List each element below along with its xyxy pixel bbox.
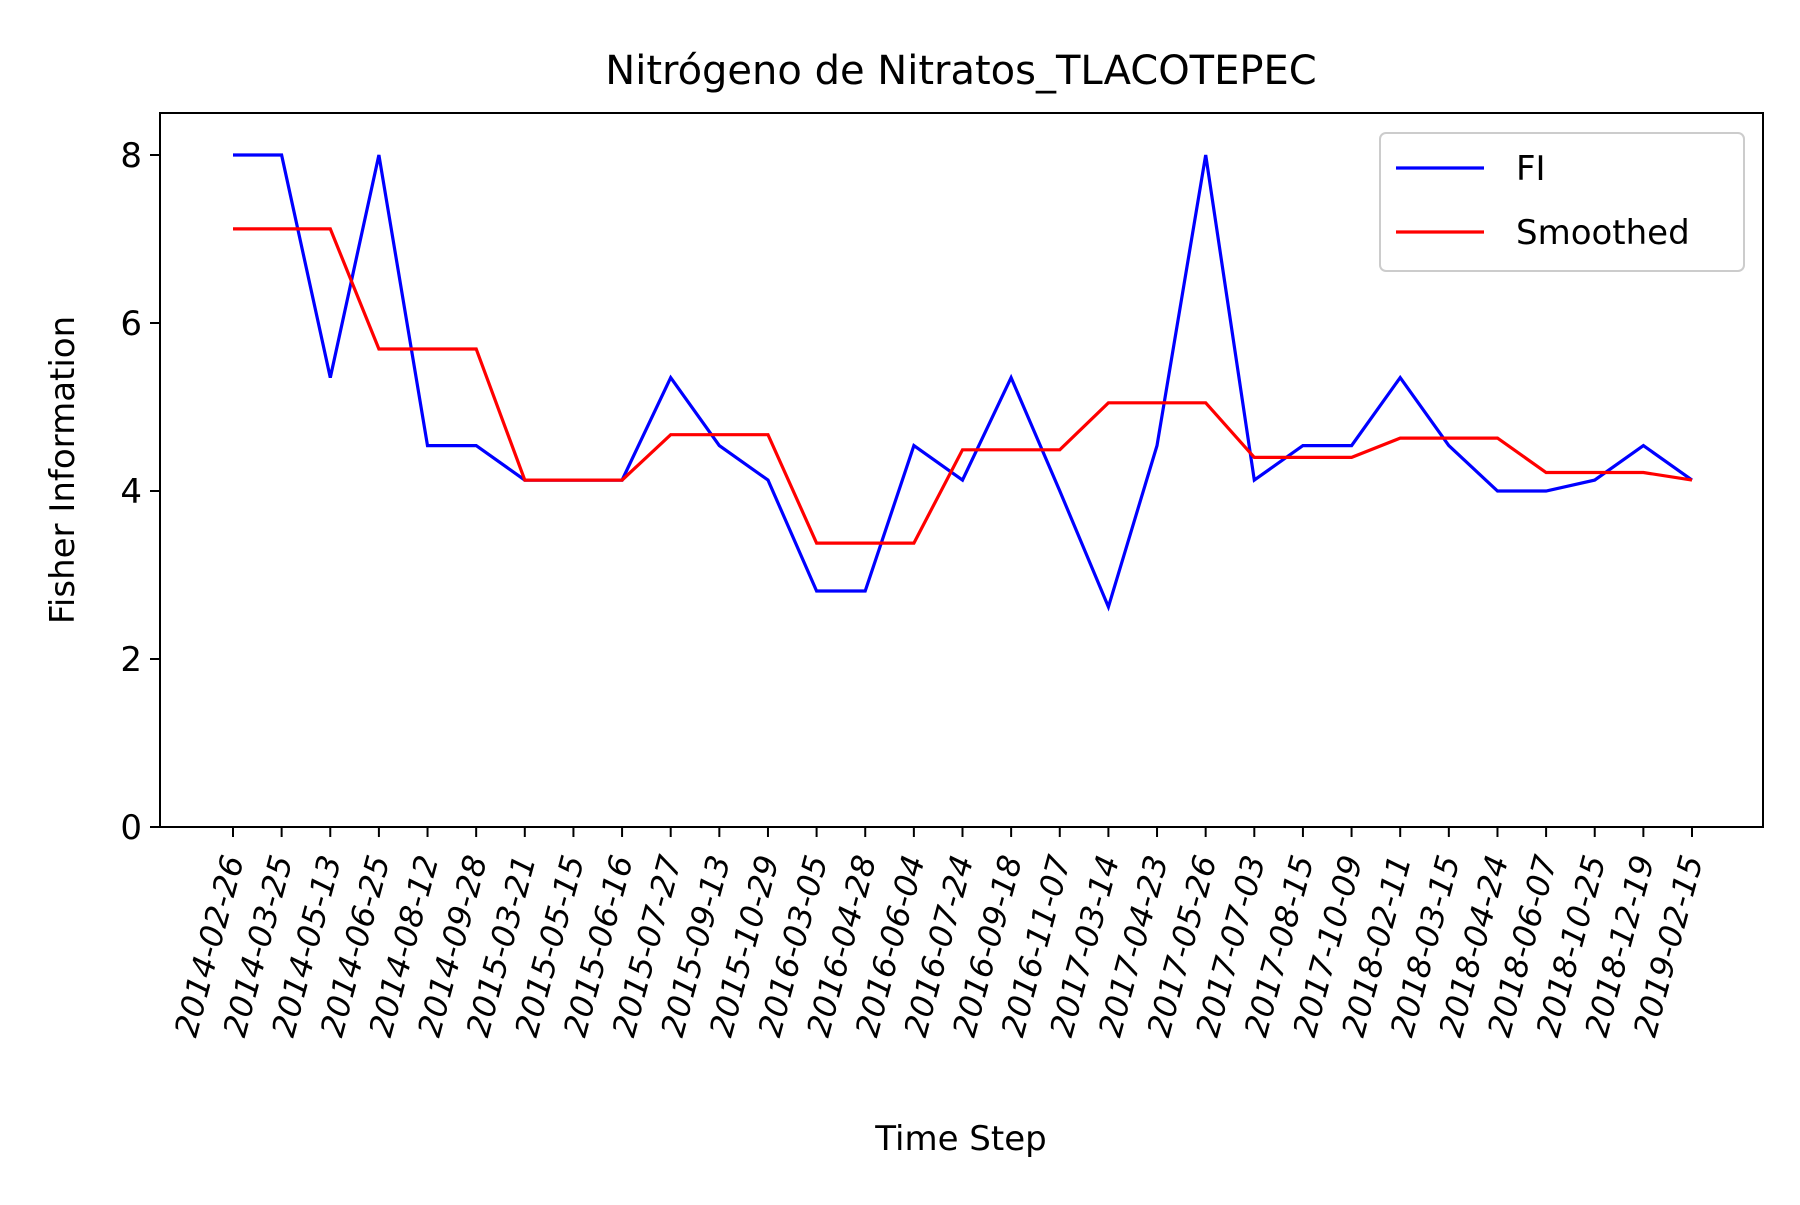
y-tick-label: 0 xyxy=(120,808,142,848)
y-tick-label: 8 xyxy=(120,136,142,176)
x-axis: 2014-02-262014-03-252014-05-132014-06-25… xyxy=(167,827,1711,1041)
legend-label-fi: FI xyxy=(1516,149,1546,189)
y-tick-label: 2 xyxy=(120,640,142,680)
series-line-fi xyxy=(233,153,1693,612)
legend-label-smoothed: Smoothed xyxy=(1516,213,1690,253)
legend: FI Smoothed xyxy=(1379,132,1745,272)
y-axis-label: Fisher Information xyxy=(43,316,83,624)
y-axis: 0 2 4 6 8 xyxy=(120,136,160,848)
chart-title: Nitrógeno de Nitratos_TLACOTEPEC xyxy=(605,48,1316,94)
y-tick-label: 6 xyxy=(120,304,142,344)
series-layer xyxy=(233,153,1693,612)
y-tick-label: 4 xyxy=(120,472,142,512)
series-line-smoothed xyxy=(233,227,1693,545)
x-axis-label: Time Step xyxy=(874,1119,1046,1159)
